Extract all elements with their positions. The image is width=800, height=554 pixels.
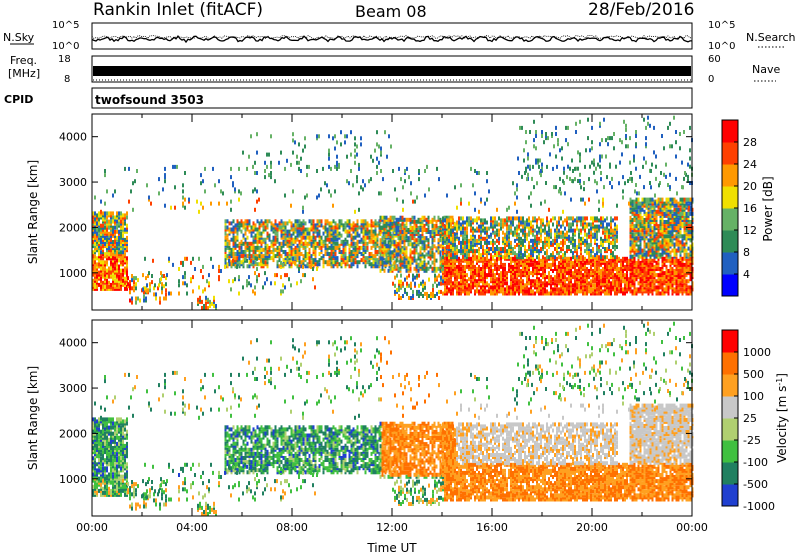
colorbar-swatch xyxy=(722,374,738,397)
cpid-frame xyxy=(91,87,693,109)
power-colorbar: 4 8 12 16 20 24 28 Power [dB] xyxy=(721,119,775,297)
nsky-panel: N.Sky 10^5 10^0 10^5 10^0 N.Search xyxy=(3,20,796,52)
power-scatter-cells xyxy=(92,115,694,310)
colorbar-swatch xyxy=(722,396,738,419)
colorbar-tick-label: 12 xyxy=(743,224,757,237)
colorbar-swatch xyxy=(722,330,738,353)
colorbar-tick-label: -25 xyxy=(743,434,761,447)
nsky-trace xyxy=(91,35,692,44)
freq-trace xyxy=(93,66,691,76)
colorbar-tick-label: 25 xyxy=(743,412,757,425)
colorbar-tick-label: -500 xyxy=(743,478,768,491)
station-title: Rankin Inlet (fitACF) xyxy=(93,0,263,20)
cpid-value: twofsound 3503 xyxy=(95,93,204,107)
colorbar-tick-label: -1000 xyxy=(743,500,775,513)
x-tick-label: 20:00 xyxy=(576,521,608,534)
cpid-strip: CPID twofsound 3503 xyxy=(4,87,693,109)
nsearch-trace xyxy=(91,34,693,40)
nsearch-tick-top: 10^5 xyxy=(708,20,735,31)
power-panel: 1000 2000 3000 4000 Slant Range [km] xyxy=(26,113,694,311)
colorbar-tick-label: 20 xyxy=(743,180,757,193)
freq-label-line2: [MHz] xyxy=(8,67,40,80)
colorbar-tick-label: 100 xyxy=(743,390,764,403)
nsearch-label: N.Search xyxy=(746,31,796,44)
nsearch-tick-bottom: 10^0 xyxy=(708,41,735,52)
colorbar-swatch xyxy=(722,142,738,165)
freq-tick-bottom: 8 xyxy=(64,74,70,85)
colorbar-tick-label: 8 xyxy=(743,246,750,259)
nsky-tick-top: 10^5 xyxy=(52,20,79,31)
colorbar-swatch xyxy=(722,186,738,209)
x-tick-label: 00:00 xyxy=(76,521,108,534)
velocity-ylabel: Slant Range [km] xyxy=(26,366,40,470)
velocity-panel: 1000 2000 3000 4000 00:00 04:00 08:00 12:00 16:… xyxy=(26,319,708,554)
y-tick-label: 4000 xyxy=(59,337,87,350)
y-tick-label: 1000 xyxy=(59,473,87,486)
velocity-colorbar-label: Velocity [m s-1] xyxy=(775,373,789,463)
colorbar-swatch xyxy=(722,418,738,441)
freq-panel: Freq. [MHz] 18 8 60 0 Nave xyxy=(8,54,780,85)
velocity-colorbar: 1000 500 100 25 -25 -100 -500 -1000 Velocity [m… xyxy=(721,329,789,513)
freq-frame xyxy=(91,55,693,83)
colorbar-swatch xyxy=(722,230,738,253)
colorbar-tick-label: 24 xyxy=(743,158,757,171)
colorbar-swatch xyxy=(722,252,738,275)
y-tick-label: 4000 xyxy=(59,131,87,144)
nave-label: Nave xyxy=(752,63,780,76)
colorbar-swatch xyxy=(722,274,738,297)
x-tick-label: 04:00 xyxy=(176,521,208,534)
colorbar-tick-label: 4 xyxy=(743,268,750,281)
colorbar-swatch xyxy=(722,440,738,463)
y-tick-label: 3000 xyxy=(59,176,87,189)
nsky-label: N.Sky xyxy=(3,31,35,44)
date-label: 28/Feb/2016 xyxy=(588,0,694,20)
colorbar-swatch xyxy=(722,120,738,143)
colorbar-swatch xyxy=(722,462,738,485)
y-tick-label: 2000 xyxy=(59,221,87,234)
nave-tick-top: 60 xyxy=(708,54,721,65)
velocity-scatter-cells xyxy=(92,321,694,516)
nsky-frame xyxy=(91,22,693,50)
colorbar-tick-label: 500 xyxy=(743,368,764,381)
x-tick-label: 16:00 xyxy=(476,521,508,534)
colorbar-tick-label: 28 xyxy=(743,136,757,149)
freq-tick-top: 18 xyxy=(58,54,71,65)
x-tick-label: 08:00 xyxy=(276,521,308,534)
y-tick-label: 1000 xyxy=(59,267,87,280)
colorbar-tick-label: 16 xyxy=(743,202,757,215)
colorbar-swatch xyxy=(722,164,738,187)
cpid-label: CPID xyxy=(4,93,33,106)
colorbar-tick-label: 1000 xyxy=(743,346,771,359)
power-ylabel: Slant Range [km] xyxy=(26,160,40,264)
colorbar-swatch xyxy=(722,352,738,375)
x-tick-label: 12:00 xyxy=(376,521,408,534)
time-axis-label: Time UT xyxy=(366,541,417,554)
y-tick-label: 3000 xyxy=(59,382,87,395)
beam-label: Beam 08 xyxy=(355,2,427,21)
x-tick-label: 00:00 xyxy=(676,521,708,534)
nave-tick-bottom: 0 xyxy=(708,74,714,85)
colorbar-swatch xyxy=(722,208,738,231)
colorbar-swatch xyxy=(722,484,738,507)
freq-label-line1: Freq. xyxy=(10,54,37,67)
colorbar-tick-label: -100 xyxy=(743,456,768,469)
y-tick-label: 2000 xyxy=(59,427,87,440)
nsky-tick-bottom: 10^0 xyxy=(52,41,79,52)
power-colorbar-label: Power [dB] xyxy=(761,176,775,241)
